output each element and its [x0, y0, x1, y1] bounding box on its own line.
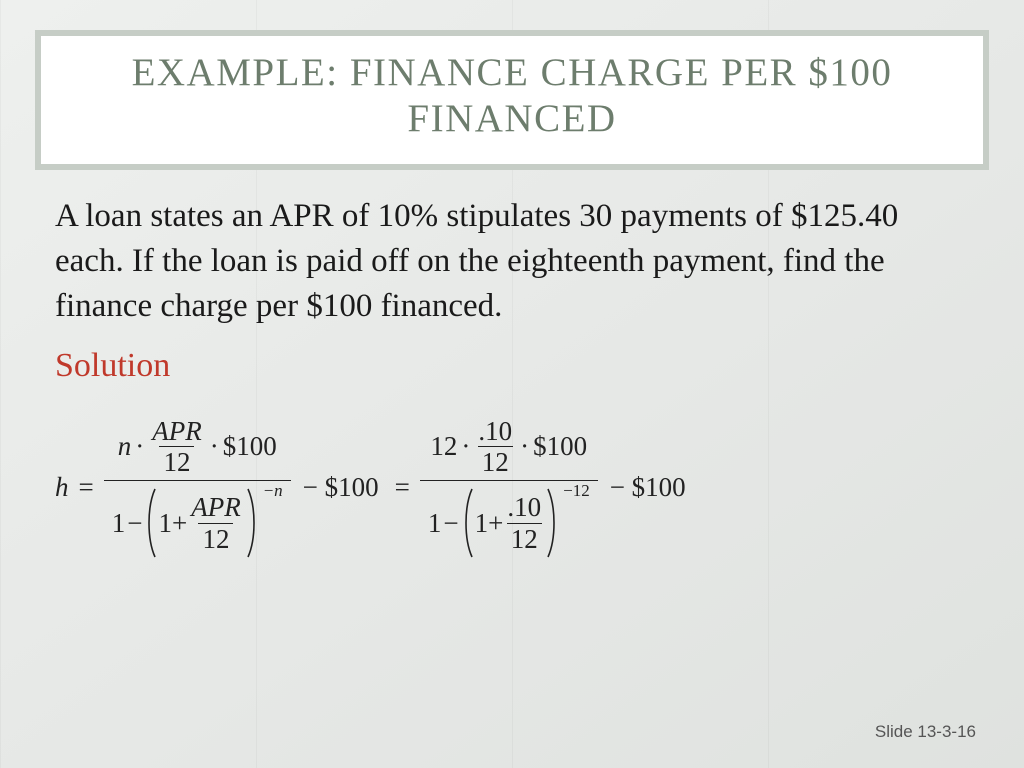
generic-denominator: 1 − 1 + APR 12 −n [104, 480, 291, 559]
slide-body: A loan states an APR of 10% stipulates 3… [55, 194, 969, 559]
slide-number: Slide 13-3-16 [875, 722, 976, 742]
gen-apr-over-12b: APR 12 [187, 493, 244, 553]
num-100: $100 [533, 431, 587, 462]
gen-1b: 1 [158, 508, 172, 539]
gen-n: n [118, 431, 132, 462]
num-paren-group: 1 + .10 12 [461, 487, 559, 559]
gen-100: $100 [223, 431, 277, 462]
gen-plus: + [172, 508, 187, 539]
slide-title: EXAMPLE: FINANCE CHARGE PER $100 FINANCE… [61, 50, 963, 142]
problem-text: A loan states an APR of 10% stipulates 3… [55, 194, 969, 329]
num-apr-over-12: .10 12 [474, 417, 516, 477]
rparen-icon [245, 487, 259, 559]
numeric-fraction: 12 · .10 12 · $100 1 − 1 + .10 12 [420, 417, 598, 560]
num-12b: 12 [507, 523, 542, 553]
numeric-denominator: 1 − 1 + .10 12 −12 [420, 480, 598, 559]
dot-1: · [135, 431, 144, 462]
num-aprvb: .10 [503, 493, 545, 522]
gen-minus: − [127, 508, 142, 539]
num-1: 1 [428, 508, 442, 539]
num-12a: 12 [478, 446, 513, 476]
num-n: 12 [430, 431, 457, 462]
lparen-icon-2 [461, 487, 475, 559]
title-frame: EXAMPLE: FINANCE CHARGE PER $100 FINANCE… [35, 30, 989, 170]
num-exp: −12 [563, 481, 590, 501]
gen-12a: 12 [159, 446, 194, 476]
num-aprv: .10 [474, 417, 516, 446]
num-minus: − [443, 508, 458, 539]
minus-100a: − $100 [297, 472, 385, 503]
num-plus: + [488, 508, 503, 539]
lparen-icon [144, 487, 158, 559]
gen-apr: APR [148, 417, 205, 446]
gen-1: 1 [112, 508, 126, 539]
gen-exp: −n [263, 481, 283, 501]
solution-label: Solution [55, 347, 969, 385]
generic-numerator: n · APR 12 · $100 [110, 417, 285, 481]
num-1b: 1 [475, 508, 489, 539]
gen-aprb: APR [187, 493, 244, 522]
equals-1: = [75, 472, 98, 503]
formula: h = n · APR 12 · $100 1 − 1 + [55, 417, 969, 560]
minus-100b: − $100 [604, 472, 692, 503]
gen-paren-group: 1 + APR 12 [144, 487, 258, 559]
numeric-numerator: 12 · .10 12 · $100 [422, 417, 595, 481]
gen-apr-over-12: APR 12 [148, 417, 205, 477]
rparen-icon-2 [545, 487, 559, 559]
dot-3: · [461, 431, 470, 462]
equals-2: = [391, 472, 414, 503]
dot-2: · [210, 431, 219, 462]
dot-4: · [520, 431, 529, 462]
num-apr-over-12b: .10 12 [503, 493, 545, 553]
generic-fraction: n · APR 12 · $100 1 − 1 + APR 12 [104, 417, 291, 560]
var-h: h [55, 472, 69, 503]
gen-12b: 12 [198, 523, 233, 553]
